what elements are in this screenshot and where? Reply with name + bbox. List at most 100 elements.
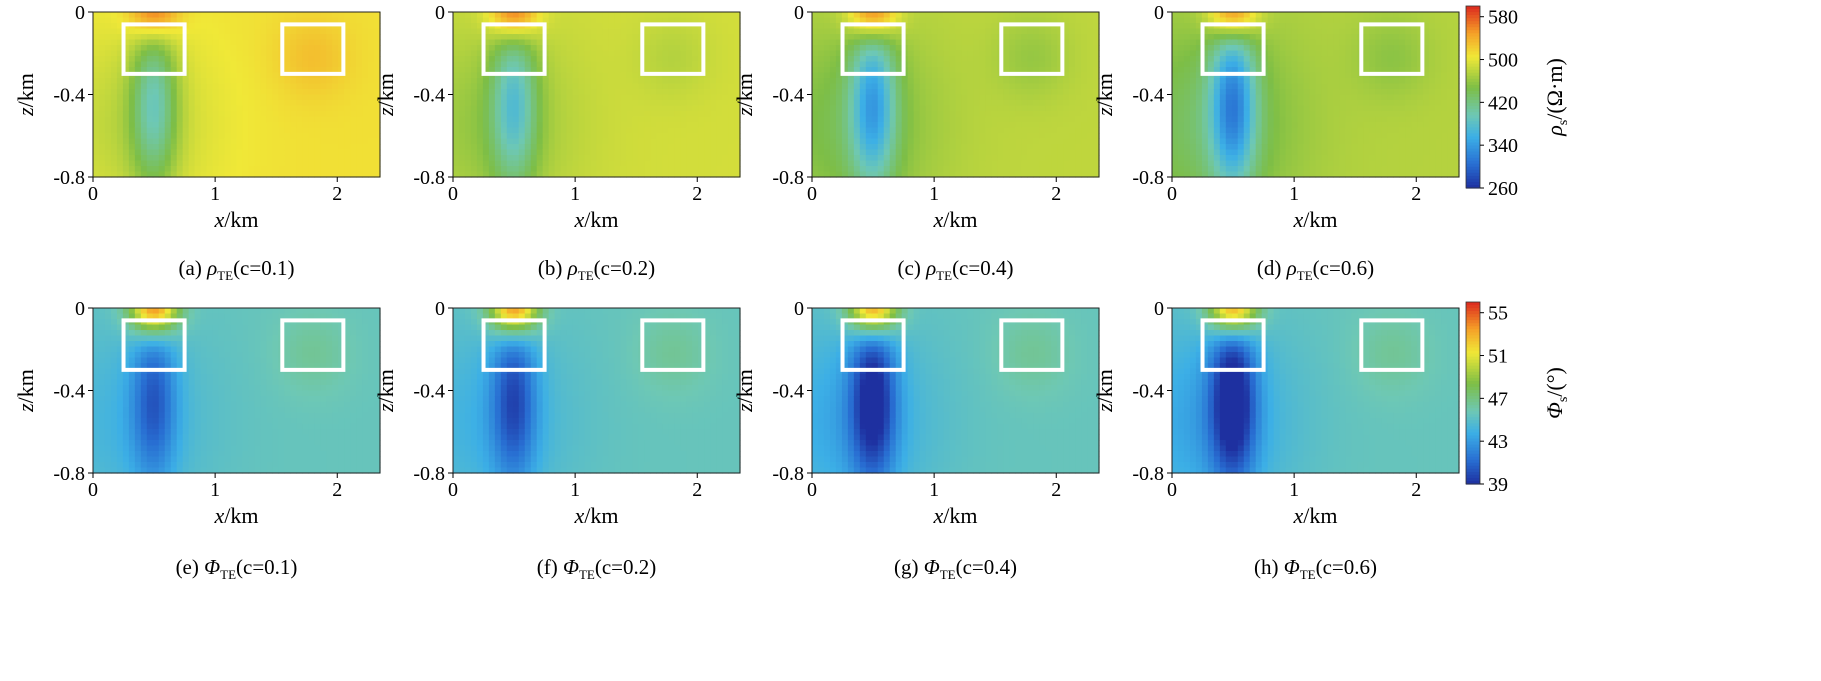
heatmap-cell — [608, 89, 616, 96]
heatmap-cell — [883, 144, 891, 151]
heatmap-cell — [716, 28, 723, 35]
heatmap-cell — [1279, 144, 1287, 151]
heatmap-cell — [608, 23, 616, 30]
heatmap-cell — [1267, 127, 1275, 134]
heatmap-cell — [895, 166, 903, 173]
heatmap-cell — [614, 155, 622, 162]
heatmap-cells-b — [453, 12, 741, 178]
heatmap-cell — [626, 45, 633, 52]
heatmap-cell — [146, 149, 154, 156]
heatmap-cell — [302, 160, 309, 167]
heatmap-cell — [853, 78, 861, 85]
heatmap-cell — [608, 56, 616, 63]
heatmap-cell — [482, 155, 490, 162]
heatmap-cell — [578, 34, 586, 41]
heatmap-cell — [1213, 122, 1221, 129]
heatmap-cell — [841, 138, 849, 145]
heatmap-cell — [476, 122, 484, 129]
heatmap-cell — [716, 166, 723, 173]
heatmap-cell — [188, 23, 196, 30]
heatmap-cell — [242, 89, 250, 96]
heatmap-cell — [847, 155, 855, 162]
heatmap-cell — [650, 28, 657, 35]
heatmap-cell — [146, 105, 154, 112]
heatmap-cell — [985, 100, 992, 107]
heatmap-cell — [1015, 45, 1022, 52]
heatmap-cell — [356, 34, 363, 41]
heatmap-cell — [626, 160, 633, 167]
heatmap-cell — [482, 127, 490, 134]
heatmap-cell — [985, 34, 992, 41]
heatmap-cell — [596, 50, 604, 57]
heatmap-cell — [278, 149, 285, 156]
heatmap-cell — [895, 94, 903, 101]
heatmap-cell — [835, 17, 843, 24]
heatmap-cell — [314, 67, 321, 74]
heatmap-cell — [686, 160, 693, 167]
heatmap-cell — [1093, 89, 1100, 96]
heatmap-cell — [680, 144, 687, 151]
heatmap-cell — [230, 116, 238, 123]
heatmap-cell — [1015, 116, 1022, 123]
heatmap-cell — [656, 111, 663, 118]
heatmap-cell — [985, 67, 992, 74]
heatmap-cell — [344, 67, 351, 74]
heatmap-cell — [453, 155, 460, 162]
heatmap-cell — [668, 149, 675, 156]
heatmap-cell — [494, 100, 502, 107]
heatmap-cell — [650, 94, 657, 101]
heatmap-cell — [901, 166, 909, 173]
heatmap-cell — [704, 89, 711, 96]
heatmap-cell — [530, 50, 538, 57]
heatmap-cell — [644, 138, 651, 145]
heatmap-cell — [632, 83, 639, 90]
heatmap-cell — [512, 61, 520, 68]
heatmap-cell — [991, 12, 998, 19]
heatmap-cell — [734, 171, 741, 178]
heatmap-cell — [494, 155, 502, 162]
heatmap-cell — [656, 83, 663, 90]
heatmap-cell — [1225, 45, 1233, 52]
heatmap-cell — [458, 138, 466, 145]
heatmap-cell — [104, 72, 112, 79]
heatmap-cell — [530, 100, 538, 107]
heatmap-cell — [332, 133, 339, 140]
heatmap-cell — [218, 72, 226, 79]
heatmap-cell — [608, 122, 616, 129]
heatmap-cell — [889, 105, 897, 112]
heatmap-cell — [847, 67, 855, 74]
heatmap-cell — [554, 17, 562, 24]
heatmap-cell — [218, 116, 226, 123]
heatmap-cell — [272, 39, 279, 46]
heatmap-cell — [1081, 171, 1088, 178]
heatmap-cell — [1261, 171, 1269, 178]
heatmap-cell — [524, 39, 532, 46]
heatmap-cell — [374, 61, 381, 68]
heatmap-cell — [1285, 160, 1293, 167]
heatmap-cell — [1243, 105, 1251, 112]
heatmap-cell — [865, 111, 873, 118]
heatmap-cell — [296, 39, 303, 46]
heatmap-cell — [1285, 23, 1293, 30]
heatmap-cell — [1045, 105, 1052, 112]
x-tick-label: 1 — [570, 183, 580, 205]
heatmap-cell — [374, 166, 381, 173]
heatmap-cell — [716, 50, 723, 57]
heatmap-cell — [901, 17, 909, 24]
heatmap-cell — [907, 116, 915, 123]
heatmap-cell — [374, 116, 381, 123]
heatmap-cell — [1213, 83, 1221, 90]
heatmap-cell — [254, 83, 262, 90]
heatmap-cell — [104, 23, 112, 30]
heatmap-cell — [638, 116, 645, 123]
heatmap-cell — [332, 17, 339, 24]
heatmap-cell — [266, 50, 273, 57]
heatmap-cell — [338, 122, 345, 129]
heatmap-cell — [596, 166, 604, 173]
heatmap-cell — [266, 67, 273, 74]
heatmap-cell — [1177, 166, 1185, 173]
heatmap-cell — [1039, 100, 1046, 107]
heatmap-cell — [722, 144, 729, 151]
heatmap-cell — [302, 39, 309, 46]
